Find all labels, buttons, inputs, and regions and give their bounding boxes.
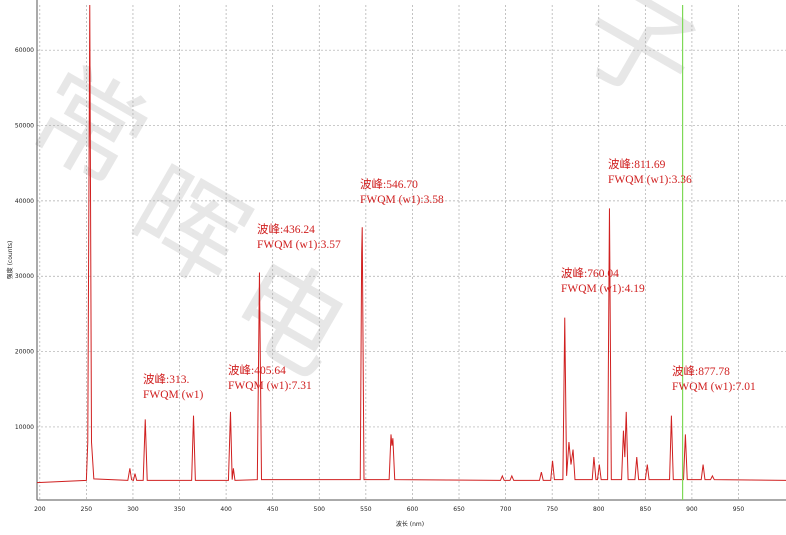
y-tick-label: 40000 <box>15 198 34 205</box>
peak-annotation: FWQM (w1):3.36 <box>608 174 692 186</box>
x-tick-label: 400 <box>220 506 232 513</box>
y-tick-label: 60000 <box>15 47 34 54</box>
x-tick-label: 850 <box>640 506 652 513</box>
peak-annotation: FWQM (w1):3.58 <box>360 194 444 206</box>
peak-annotation: 波峰:811.69 <box>608 158 666 171</box>
x-tick-label: 900 <box>686 506 698 513</box>
x-tick-label: 450 <box>267 506 279 513</box>
x-tick-label: 800 <box>593 506 605 513</box>
peak-annotation: FWQM (w1):4.19 <box>561 283 645 295</box>
peak-annotation: 波峰:405.64 <box>228 364 286 377</box>
x-axis-label: 波长 (nm) <box>396 520 424 528</box>
x-tick-label: 650 <box>453 506 465 513</box>
x-tick-label: 350 <box>174 506 186 513</box>
x-tick-label: 550 <box>360 506 372 513</box>
peak-annotation: FWQM (w1):7.01 <box>672 381 756 393</box>
peak-annotation: 波峰:436.24 <box>257 223 315 236</box>
y-axis-label: 强度 (counts) <box>6 241 14 280</box>
y-tick-label: 10000 <box>15 424 34 431</box>
peak-annotation: 波峰:546.70 <box>360 178 418 191</box>
x-tick-label: 700 <box>500 506 512 513</box>
x-tick-label: 200 <box>34 506 46 513</box>
x-tick-label: 600 <box>407 506 419 513</box>
peak-annotation: FWQM (w1) <box>143 389 204 401</box>
peak-annotation: 波峰:877.78 <box>672 365 730 378</box>
peak-annotation: 波峰:760.04 <box>561 267 619 280</box>
watermark: 子 <box>559 0 718 130</box>
peak-annotation: FWQM (w1):3.57 <box>257 239 341 251</box>
spectrum-line <box>36 4 786 484</box>
y-tick-label: 50000 <box>15 123 34 130</box>
x-tick-label: 300 <box>127 506 139 513</box>
y-tick-label: 30000 <box>15 273 34 280</box>
x-tick-label: 950 <box>733 506 745 513</box>
peak-annotation: FWQM (w1):7.31 <box>228 380 312 392</box>
y-tick-label: 20000 <box>15 349 34 356</box>
x-tick-label: 500 <box>314 506 326 513</box>
x-tick-label: 250 <box>81 506 93 513</box>
x-tick-label: 750 <box>546 506 558 513</box>
peak-annotation: 波峰:313. <box>143 373 189 386</box>
